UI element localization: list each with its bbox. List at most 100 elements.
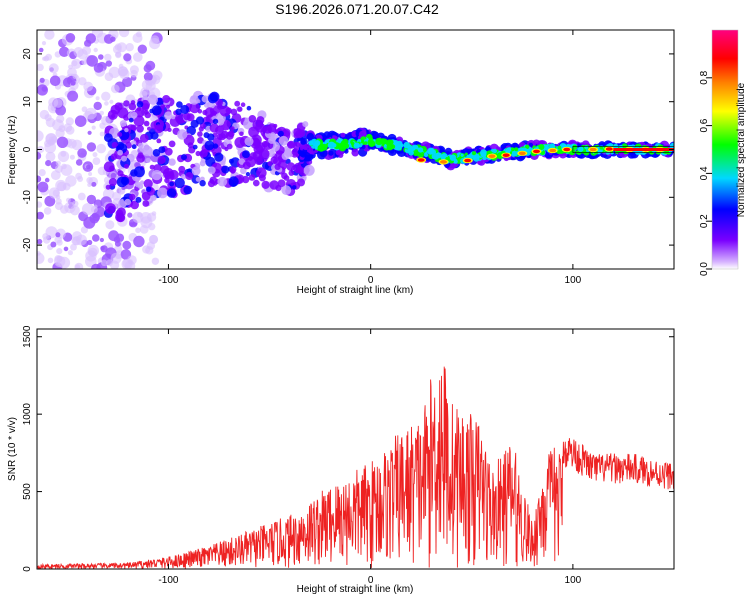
spectrogram-cloud-blob — [104, 133, 113, 143]
spectrogram-noise-blob — [37, 175, 42, 183]
spectrogram-ridge-blob — [496, 146, 501, 151]
spectrogram-cloud-blob — [251, 134, 262, 146]
spectrogram-cloud-blob — [123, 100, 130, 107]
spectrogram-noise-blob — [93, 47, 98, 53]
spectrogram-cloud-blob — [270, 132, 276, 138]
spectrogram-cloud-blob — [124, 127, 129, 133]
spectrogram-cloud-blob — [105, 184, 111, 190]
spectrogram-noise-blob — [110, 36, 116, 42]
spectrogram-cloud-blob — [199, 149, 208, 158]
spectrogram-cloud-blob — [189, 102, 200, 114]
spectrogram-cloud-blob — [221, 165, 230, 174]
spectrogram-noise-blob — [67, 90, 79, 102]
spectrogram-noise-blob — [72, 73, 78, 79]
spectrogram-noise-blob — [92, 234, 100, 242]
spectrogram-core-blob — [525, 144, 530, 149]
spectrogram-core-blob — [403, 141, 411, 149]
snr-frame — [36, 328, 675, 570]
spectrogram-noise-blob — [39, 77, 45, 83]
spectrogram-noise-blob — [44, 141, 57, 154]
spectrogram-hotspot-core — [464, 158, 472, 163]
spectrogram-cloud-blob — [144, 109, 149, 115]
spectrogram-cloud-blob — [199, 180, 206, 187]
spectrogram-noise-blob — [77, 148, 87, 158]
spectrogram-cloud-blob — [201, 95, 209, 103]
spectrogram-cloud-blob — [128, 117, 134, 123]
spectrogram-noise-blob — [53, 255, 66, 268]
spectrogram-cloud-blob — [118, 129, 130, 141]
spectrogram-cloud-blob — [246, 105, 252, 111]
spectrogram-cloud-blob — [248, 115, 257, 123]
spectrogram-noise-blob — [38, 47, 44, 53]
spectrogram-cloud-blob — [140, 180, 145, 185]
spectrogram-cloud-blob — [157, 187, 168, 199]
spectrogram-cloud-blob — [220, 160, 226, 166]
x-tick-label: -100 — [158, 575, 178, 586]
spectrogram-cloud-blob — [180, 174, 187, 180]
spectrogram-core-blob — [385, 140, 391, 146]
spectrogram-ridge-blob — [306, 132, 314, 141]
spectrogram-cloud-blob — [162, 95, 171, 103]
spectrogram-cloud-blob — [137, 152, 144, 159]
spectrogram-noise-blob — [95, 96, 100, 101]
spectrogram-cloud-blob — [185, 172, 194, 180]
spectrogram-cloud-blob — [160, 104, 166, 109]
spectrogram-cloud-blob — [204, 107, 215, 118]
y-tick-label: -20 — [22, 237, 33, 252]
spectrogram-cloud-blob — [217, 118, 225, 126]
spectrogram-core-blob — [408, 150, 414, 156]
spectrogram-hotspot-core — [533, 149, 540, 154]
spectrogram-cloud-blob — [158, 146, 166, 154]
spectrogram-cloud-blob — [209, 176, 218, 185]
spectrogram-noise-blob — [65, 117, 74, 126]
spectrogram-cloud-blob — [115, 209, 124, 218]
spectrogram-hotspot-core — [589, 147, 597, 152]
spectrogram-noise-blob — [93, 63, 104, 73]
spectrogram-core-blob — [471, 151, 477, 156]
spectrogram-cloud-blob — [234, 100, 241, 107]
spectrogram-cloud-blob — [203, 132, 210, 139]
spectrogram-noise-blob — [75, 159, 83, 166]
spectrogram-noise-blob — [37, 211, 44, 220]
spectrogram-noise-blob — [99, 131, 105, 137]
spectrogram-noise-blob — [132, 33, 143, 43]
spectrogram-hotspot-core — [518, 151, 526, 156]
spectrogram-cloud-blob — [151, 105, 162, 116]
spectrogram-noise-blob — [48, 136, 55, 142]
spectrogram-hotspot-core — [563, 147, 571, 152]
spectrogram-cloud-blob — [237, 106, 243, 112]
spectrogram-cloud-blob — [244, 137, 254, 146]
spectrogram-cloud-blob — [277, 130, 284, 137]
spectrogram-core-blob — [599, 146, 603, 150]
spectrogram-hotspot-core — [440, 160, 447, 164]
spectrogram-cloud-blob — [269, 180, 279, 190]
spectrogram-core-blob — [327, 141, 336, 149]
spectrogram-cloud-blob — [180, 104, 190, 114]
spectrogram-core-blob — [511, 150, 519, 157]
spectrogram-noise-blob — [55, 232, 61, 238]
spectrogram-cloud-blob — [145, 157, 151, 163]
spectrogram-noise-blob — [129, 65, 139, 75]
spectrogram-noise-blob — [76, 234, 87, 246]
snr-line — [37, 366, 674, 569]
spectrogram-noise-blob — [92, 213, 101, 222]
spectrogram-cloud-blob — [147, 126, 152, 131]
spectrogram-cloud-blob — [278, 135, 289, 146]
spectrogram-noise-blob — [71, 139, 83, 151]
spectrogram-cloud-blob — [171, 115, 176, 120]
spectrogram-cloud-blob — [186, 125, 196, 136]
spectrogram-noise-blob — [50, 170, 61, 181]
spectrogram-core-blob — [577, 146, 584, 152]
spectrogram-noise-blob — [99, 122, 106, 129]
spectrogram-cloud-blob — [139, 133, 149, 143]
spectrogram-noise-blob — [86, 177, 93, 184]
spectrogram-cloud-blob — [121, 155, 127, 162]
spectrogram-noise-blob — [70, 80, 76, 86]
spectrogram-noise-blob — [50, 241, 57, 248]
spectrogram-noise-blob — [48, 187, 60, 199]
spectrogram-cloud-blob — [245, 172, 250, 177]
y-tick-label: 1000 — [22, 403, 33, 426]
